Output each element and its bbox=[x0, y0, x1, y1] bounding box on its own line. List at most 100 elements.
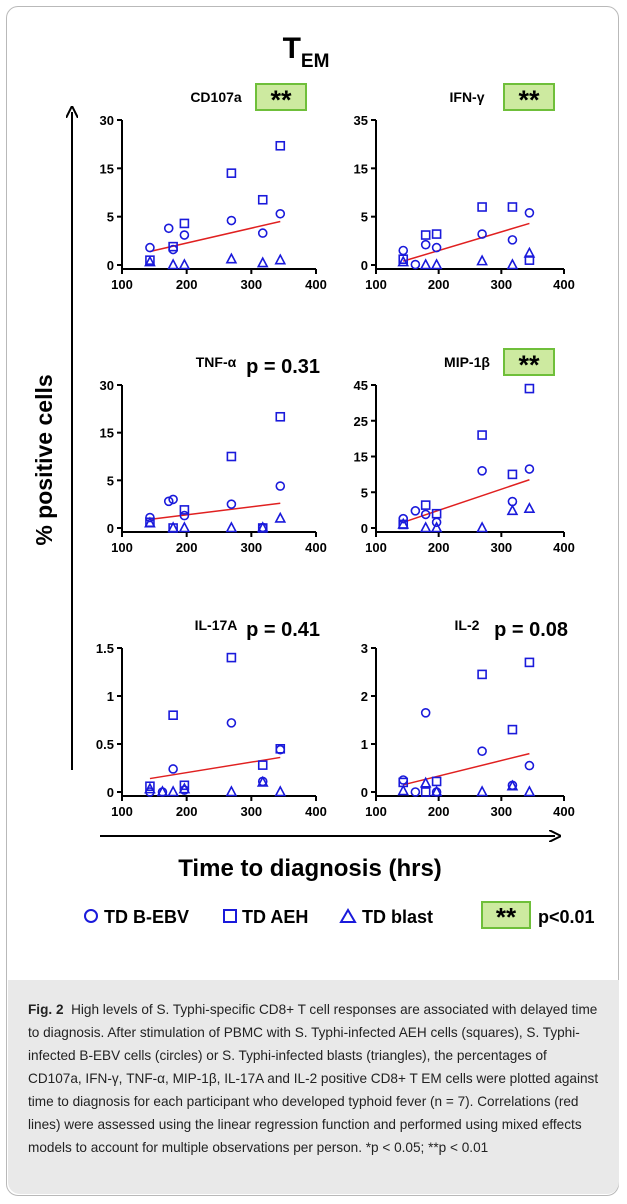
data-point-circle bbox=[275, 208, 286, 219]
y-tick-label: 30 bbox=[100, 113, 114, 128]
legend-sig-stars: ** bbox=[496, 902, 517, 932]
y-tick-label: 0 bbox=[361, 785, 368, 800]
data-point-triangle bbox=[167, 258, 179, 270]
data-point-square bbox=[275, 140, 286, 151]
data-point-square bbox=[477, 669, 487, 680]
panel-tnf-: TNF-α p = 0.31 0 5 15 30 100 200 300 400 bbox=[100, 354, 327, 555]
data-point-circle bbox=[226, 215, 237, 226]
y-tick-label: 15 bbox=[354, 161, 368, 176]
p-value-label: p = 0.41 bbox=[246, 619, 320, 641]
data-point-square bbox=[179, 780, 190, 791]
data-point-triangle bbox=[430, 521, 443, 533]
data-point-triangle bbox=[256, 521, 269, 533]
y-tick-label: 1.5 bbox=[96, 641, 114, 656]
y-tick-label: 15 bbox=[354, 450, 368, 465]
data-point-circle bbox=[410, 787, 421, 797]
figure-canvas: TEM % positive cells Time to diagnosis (… bbox=[31, 32, 595, 932]
data-point-triangle bbox=[144, 255, 156, 267]
panel-il-17a: IL-17A p = 0.41 0 0.5 1 1.5 100 200 300 400 bbox=[96, 617, 327, 819]
x-tick-label: 300 bbox=[240, 804, 262, 819]
panel-title: IL-17A bbox=[195, 617, 238, 633]
x-tick-label: 200 bbox=[176, 540, 198, 555]
y-tick-label: 0 bbox=[361, 521, 368, 536]
x-tick-label: 100 bbox=[365, 277, 387, 292]
panel-title: TNF-α bbox=[196, 354, 237, 370]
data-point-square bbox=[507, 469, 518, 480]
panel-cd107a: CD107a ** 0 5 15 30 100 200 300 400 bbox=[100, 83, 327, 292]
data-point-square bbox=[431, 776, 442, 787]
legend-item-aeh: TD AEH bbox=[223, 907, 308, 927]
data-point-square bbox=[275, 411, 286, 422]
legend: TD B-EBV TD AEH TD blast ** p<0.01 bbox=[84, 901, 595, 932]
x-tick-label: 200 bbox=[428, 540, 450, 555]
data-point-circle bbox=[226, 718, 237, 728]
data-point-circle bbox=[477, 229, 487, 239]
significance-box bbox=[503, 348, 555, 376]
data-point-triangle bbox=[419, 776, 432, 788]
data-point-square bbox=[477, 430, 487, 440]
x-tick-label: 100 bbox=[365, 540, 387, 555]
data-point-triangle bbox=[430, 258, 443, 270]
x-tick-label: 100 bbox=[111, 540, 133, 555]
data-point-square bbox=[431, 229, 442, 239]
x-tick-label: 100 bbox=[111, 277, 133, 292]
data-point-triangle bbox=[523, 246, 536, 258]
panel-ifn-: IFN-γ ** 0 5 15 35 100 200 300 400 bbox=[354, 83, 575, 292]
data-point-circle bbox=[507, 235, 518, 245]
data-point-square bbox=[524, 657, 535, 668]
regression-line bbox=[149, 502, 281, 521]
y-tick-label: 35 bbox=[354, 113, 368, 128]
data-point-triangle bbox=[167, 785, 179, 797]
data-point-triangle bbox=[274, 511, 287, 523]
p-value-label: p = 0.08 bbox=[494, 619, 568, 641]
data-point-circle bbox=[477, 746, 487, 757]
data-point-circle bbox=[431, 242, 442, 253]
x-tick-label: 300 bbox=[490, 804, 512, 819]
data-point-triangle bbox=[523, 785, 536, 797]
data-point-circle bbox=[410, 506, 421, 516]
data-point-triangle bbox=[256, 256, 269, 268]
data-point-square bbox=[420, 787, 431, 797]
data-point-triangle bbox=[506, 779, 519, 791]
data-point-square bbox=[431, 508, 442, 519]
figure-caption: Fig. 2 High levels of S. Typhi-specific … bbox=[8, 980, 619, 1194]
x-tick-label: 400 bbox=[553, 277, 575, 292]
data-point-triangle bbox=[225, 521, 238, 533]
x-tick-label: 200 bbox=[428, 277, 450, 292]
legend-square-marker bbox=[223, 909, 237, 923]
data-point-circle bbox=[145, 242, 155, 253]
y-tick-label: 30 bbox=[100, 378, 114, 393]
data-point-triangle bbox=[506, 258, 519, 270]
significance-stars: ** bbox=[518, 350, 540, 380]
legend-circle-marker bbox=[84, 909, 98, 923]
data-point-triangle bbox=[476, 785, 488, 797]
x-axis-title: Time to diagnosis (hrs) bbox=[178, 855, 442, 882]
regression-line bbox=[403, 752, 530, 786]
y-tick-label: 5 bbox=[361, 210, 368, 225]
caption-figure-label: Fig. 2 bbox=[28, 1002, 64, 1017]
y-tick-label: 2 bbox=[361, 689, 368, 704]
legend-label-blast: TD blast bbox=[362, 907, 433, 927]
x-tick-label: 400 bbox=[305, 804, 327, 819]
data-point-triangle bbox=[397, 517, 410, 529]
data-point-triangle bbox=[397, 255, 410, 267]
data-point-circle bbox=[398, 245, 409, 256]
y-tick-label: 5 bbox=[107, 473, 114, 488]
data-point-circle bbox=[257, 228, 268, 238]
panel-title: MIP-1β bbox=[444, 354, 490, 370]
data-point-circle bbox=[163, 496, 174, 507]
data-point-circle bbox=[524, 464, 535, 474]
y-axis-title: % positive cells bbox=[31, 374, 57, 545]
x-tick-label: 200 bbox=[176, 277, 198, 292]
y-tick-label: 0 bbox=[107, 785, 114, 800]
data-point-triangle bbox=[178, 782, 191, 794]
data-point-circle bbox=[477, 465, 487, 476]
data-point-triangle bbox=[274, 785, 287, 797]
legend-label-b-ebv: TD B-EBV bbox=[104, 907, 189, 927]
legend-sig-box bbox=[481, 901, 531, 929]
legend-sig-label: p<0.01 bbox=[538, 907, 595, 927]
data-point-triangle bbox=[523, 501, 536, 513]
legend-item-blast: TD blast bbox=[339, 907, 433, 927]
data-point-square bbox=[398, 254, 409, 264]
